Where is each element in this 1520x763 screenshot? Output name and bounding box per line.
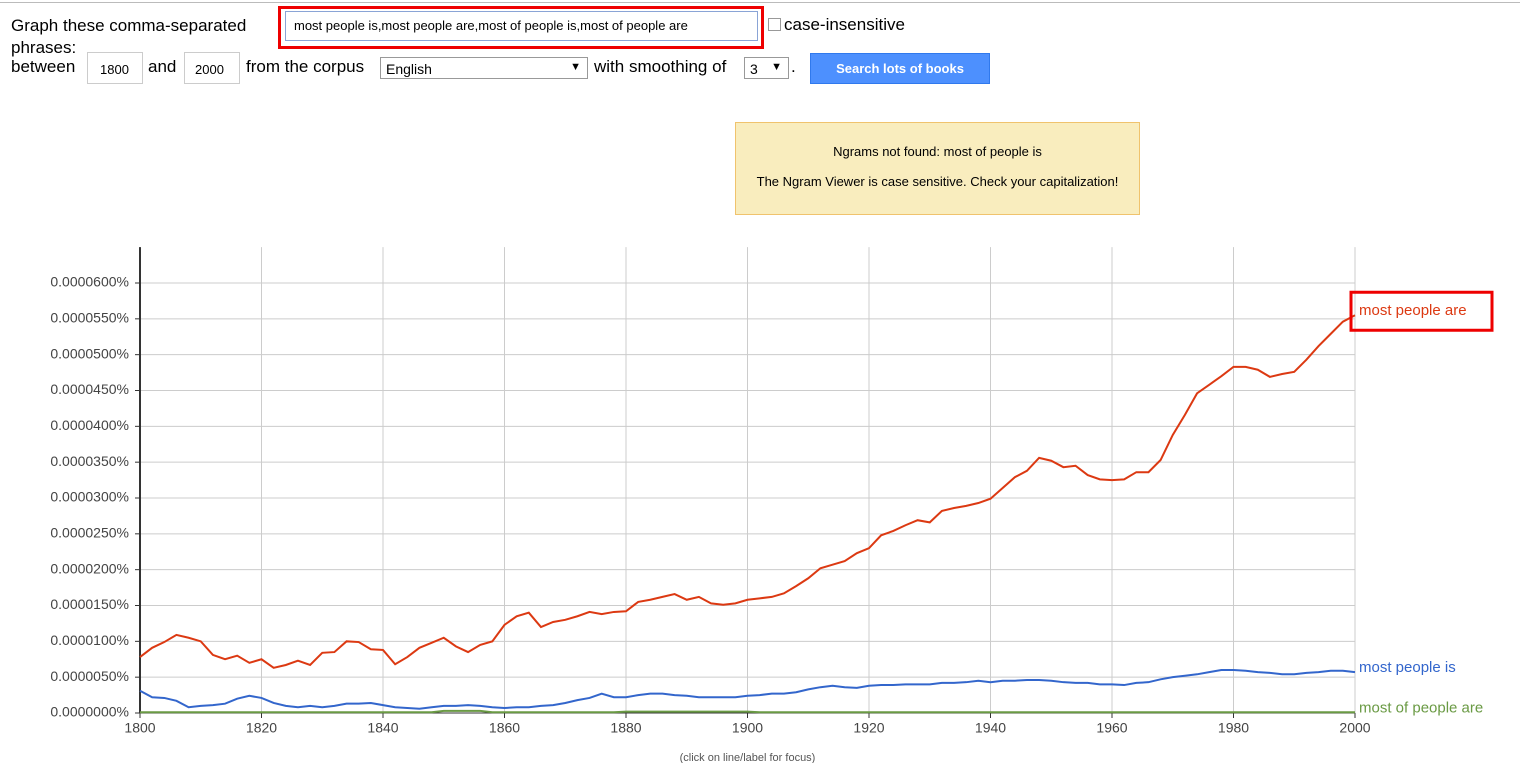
dropdown-arrow: ▼ <box>771 61 782 73</box>
and-label: and <box>148 57 177 76</box>
search-button[interactable]: Search lots of books <box>810 53 990 84</box>
y-tick-label: 0.0000300% <box>50 489 129 505</box>
query-input[interactable]: most people is,most people are,most of p… <box>285 11 758 41</box>
x-tick-label: 1840 <box>367 720 398 736</box>
start-year[interactable]: 1800 <box>87 52 143 84</box>
top-rule <box>0 2 1520 3</box>
footnote: (click on line/label for focus) <box>680 752 816 763</box>
x-tick-label: 1860 <box>489 720 520 736</box>
period: . <box>791 57 796 76</box>
notice-line: The Ngram Viewer is case sensitive. Chec… <box>756 174 1119 189</box>
notice: Ngrams not found: most of people is The … <box>735 122 1140 215</box>
checkbox-label[interactable]: case-insensitive <box>784 15 905 34</box>
series-line[interactable] <box>140 709 1355 714</box>
corpus-select[interactable]: English ▼ <box>380 57 588 79</box>
corpus-label: from the corpus <box>246 57 365 76</box>
series-label[interactable]: most of people are <box>1359 699 1483 716</box>
series-label[interactable]: most people are <box>1359 302 1467 319</box>
x-tick-label: 1960 <box>1096 720 1127 736</box>
x-tick-label: 2000 <box>1339 720 1370 736</box>
y-tick-label: 0.0000250% <box>50 525 129 541</box>
y-tick-label: 0.0000350% <box>50 453 129 469</box>
x-tick-label: 1980 <box>1218 720 1249 736</box>
series-line[interactable] <box>139 669 1356 710</box>
y-tick-label: 0.0000150% <box>50 596 129 612</box>
y-tick-label: 0.0000200% <box>50 560 129 576</box>
highlight-box <box>1349 290 1494 332</box>
y-tick-label: 0.0000500% <box>50 345 129 361</box>
dropdown-arrow: ▼ <box>570 61 581 73</box>
end-year[interactable]: 2000 <box>184 52 240 84</box>
notice-line: Ngrams not found: most of people is <box>833 144 1042 159</box>
query-label: Graph these comma-separated phrases: <box>11 16 247 57</box>
y-tick-label: 0.0000400% <box>50 417 129 433</box>
y-tick-label: 0.0000600% <box>50 274 129 290</box>
checkbox[interactable] <box>768 18 781 31</box>
x-tick-label: 1900 <box>732 720 763 736</box>
between-label: between <box>11 57 76 76</box>
y-tick-label: 0.0000450% <box>50 381 129 397</box>
y-tick-label: 0.0000100% <box>50 632 129 648</box>
x-tick-label: 1800 <box>124 720 155 736</box>
highlight-box <box>278 6 764 49</box>
x-tick-label: 1920 <box>853 720 884 736</box>
y-tick-label: 0.0000550% <box>50 310 129 326</box>
x-tick-label: 1880 <box>610 720 641 736</box>
x-tick-label: 1820 <box>246 720 277 736</box>
smoothing-label: with smoothing of <box>594 57 727 76</box>
y-tick-label: 0.0000000% <box>50 704 129 720</box>
series-label[interactable]: most people is <box>1359 659 1456 676</box>
x-tick-label: 1940 <box>975 720 1006 736</box>
series-line[interactable] <box>139 314 1356 669</box>
corpus-value: English <box>386 61 432 77</box>
y-tick-label: 0.0000050% <box>50 668 129 684</box>
smoothing-select[interactable]: 3 ▼ <box>744 57 789 79</box>
smoothing-value: 3 <box>750 61 758 77</box>
